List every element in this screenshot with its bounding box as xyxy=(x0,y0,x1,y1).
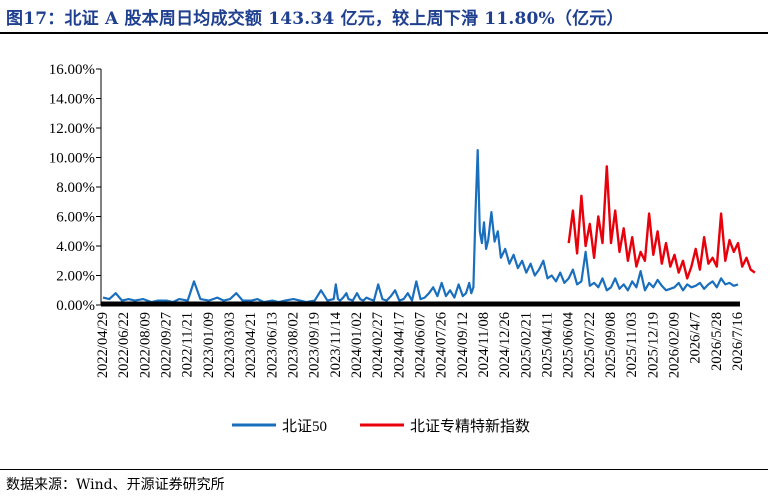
x-tick-label: 2025/11/03 xyxy=(624,312,640,378)
x-tick-label: 2025/04/11 xyxy=(540,312,556,378)
x-tick-label: 2022/11/21 xyxy=(180,312,196,378)
x-tick-label: 2026/02/09 xyxy=(667,312,683,378)
x-tick-label: 2022/09/27 xyxy=(159,312,175,378)
x-tick-label: 2023/11/14 xyxy=(328,311,344,377)
y-tick-label: 12.00% xyxy=(49,121,95,137)
title-rule xyxy=(0,32,768,34)
y-tick-label: 16.00% xyxy=(49,62,95,78)
line-chart: 0.00% 2.00% 4.00% 6.00% 8.00% 10.00% 12.00% 14.… xyxy=(49,62,756,435)
x-tick-label: 2024/07/26 xyxy=(434,312,450,378)
y-tick-label: 4.00% xyxy=(56,239,95,255)
figure-title: 图17：北证 A 股本周日均成交额 143.34 亿元，较上周下滑 11.80%… xyxy=(6,9,624,29)
x-tick-label: 2024/04/17 xyxy=(391,312,407,378)
legend-label: 北证50 xyxy=(282,418,327,435)
y-tick-label: 14.00% xyxy=(49,92,95,108)
legend-label: 北证专精特新指数 xyxy=(410,418,530,435)
y-tick-label: 2.00% xyxy=(56,269,95,285)
x-tick-label: 2025/07/22 xyxy=(582,312,598,378)
x-tick-label: 2025/12/19 xyxy=(645,312,661,378)
x-tick-label: 2025/09/08 xyxy=(603,312,619,378)
x-tick-label: 2024/06/07 xyxy=(413,312,429,378)
y-tick-label: 6.00% xyxy=(56,210,95,226)
x-tick-label: 2023/09/19 xyxy=(307,312,323,378)
x-tick-label: 2023/01/09 xyxy=(201,312,217,378)
x-tick-label: 2025/06/04 xyxy=(561,311,577,378)
x-tick-label: 2023/04/21 xyxy=(243,312,259,378)
y-tick-label: 8.00% xyxy=(56,180,95,196)
series-line-bz50 xyxy=(102,149,739,304)
series-line-specialized-index xyxy=(567,165,756,280)
x-tick-label: 2025/02/21 xyxy=(518,312,534,378)
x-tick-label: 2023/03/03 xyxy=(222,312,238,378)
x-tick-label: 2022/04/29 xyxy=(95,312,111,378)
x-tick-label: 2026/5/28 xyxy=(709,312,725,371)
x-tick-label: 2026/7/16 xyxy=(730,312,746,371)
x-tick-label: 2023/08/02 xyxy=(286,312,302,378)
x-tick-label: 2026/4/7 xyxy=(688,312,704,364)
y-tick-label: 0.00% xyxy=(56,298,95,314)
x-tick-label: 2024/12/26 xyxy=(497,312,513,378)
x-tick-label: 2023/06/13 xyxy=(264,312,280,378)
x-tick-label: 2024/11/08 xyxy=(476,312,492,378)
x-tick-label: 2024/01/02 xyxy=(349,312,365,378)
y-tick-label: 10.00% xyxy=(49,151,95,167)
x-tick-label: 2024/09/12 xyxy=(455,312,471,378)
footer-rule xyxy=(0,469,768,470)
x-tick-label: 2022/08/09 xyxy=(137,312,153,378)
x-tick-label: 2022/06/22 xyxy=(116,312,132,378)
x-tick-label: 2024/02/27 xyxy=(370,312,386,378)
data-source-note: 数据来源：Wind、开源证券研究所 xyxy=(6,477,225,493)
